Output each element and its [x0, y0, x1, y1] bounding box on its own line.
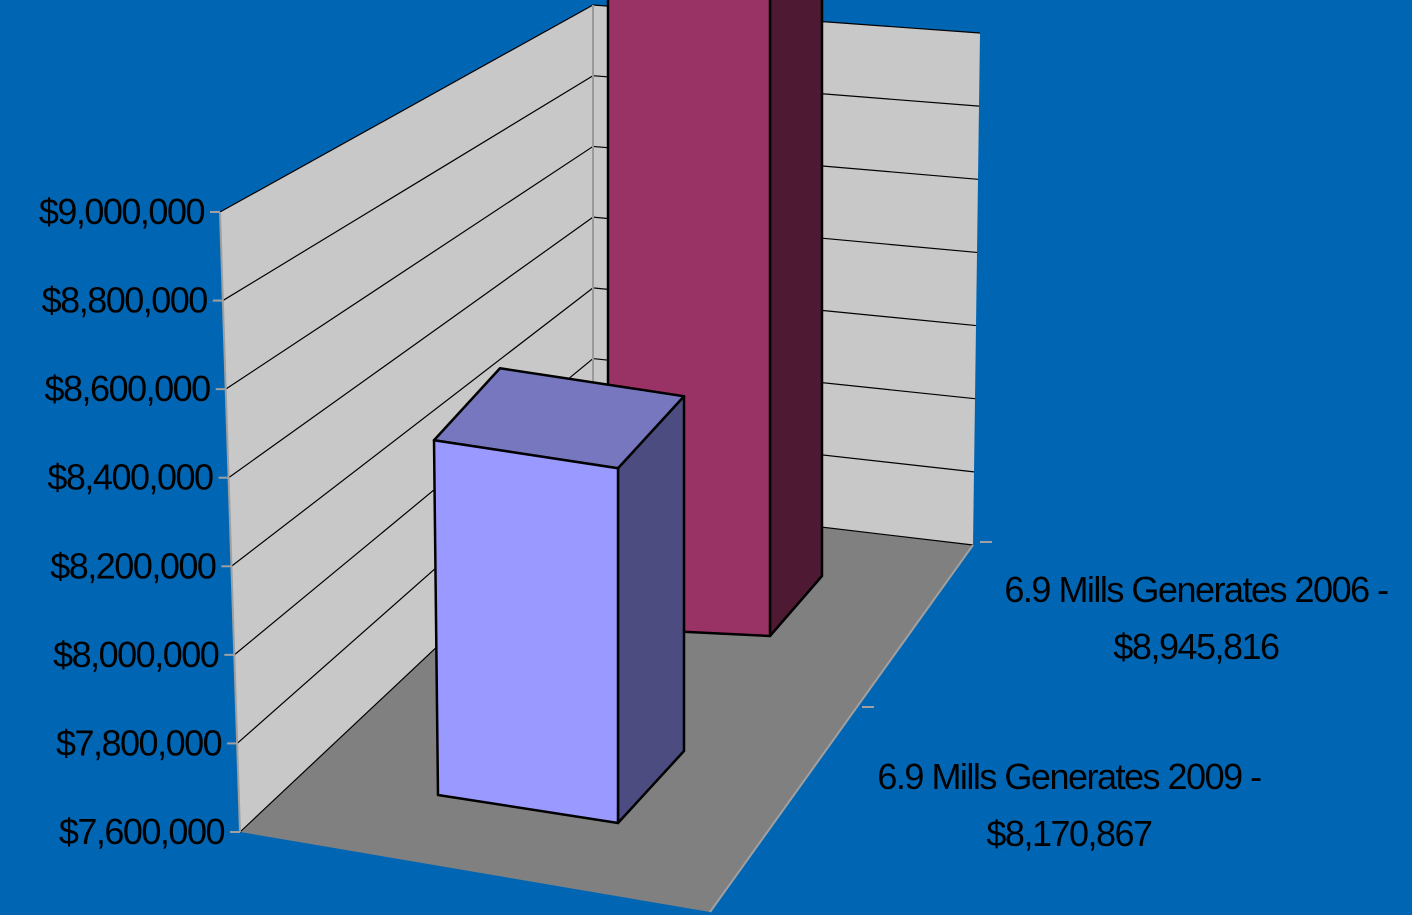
y-axis-ticks: $9,000,000 $8,800,000 $8,600,000 $8,400,000…	[39, 191, 240, 852]
y-tick-label: $9,000,000	[39, 191, 205, 232]
y-tick-label: $7,600,000	[59, 811, 225, 852]
bar-2009	[432, 366, 686, 825]
category-label-line2: $8,945,816	[1113, 626, 1279, 667]
y-tick-label: $8,000,000	[53, 634, 219, 675]
x-axis-line	[709, 544, 974, 913]
category-label-line1: 6.9 Mills Generates 2006 -	[1004, 569, 1388, 610]
bar-2006-side	[768, 0, 824, 638]
y-tick-label: $8,600,000	[45, 368, 211, 409]
y-tick-label: $8,200,000	[50, 545, 216, 586]
y-tick-label: $8,800,000	[42, 280, 208, 321]
bar-2009-front	[432, 438, 620, 825]
y-axis-line	[219, 211, 241, 833]
category-label-line2: $8,170,867	[986, 813, 1152, 854]
bars	[432, 0, 824, 825]
y-tick-label: $7,800,000	[56, 722, 222, 763]
category-labels: 6.9 Mills Generates 2009 - $8,170,867 6.9 …	[862, 541, 1390, 854]
category-label-line1: 6.9 Mills Generates 2009 -	[877, 756, 1261, 797]
bar-2009-side	[616, 394, 686, 825]
y-tick-label: $8,400,000	[47, 457, 213, 498]
left-wall	[220, 5, 593, 832]
